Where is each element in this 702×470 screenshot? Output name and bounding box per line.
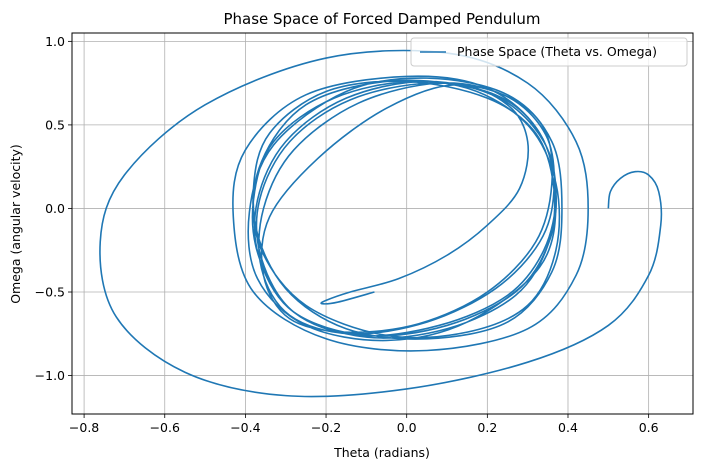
x-ticks: −0.8 −0.6 −0.4 −0.2 0.0 0.2 0.4 0.6 xyxy=(69,414,659,435)
x-tick-label: 0.6 xyxy=(639,420,659,435)
x-tick-label: −0.8 xyxy=(69,420,99,435)
y-tick-label: 1.0 xyxy=(45,34,65,49)
series-layer xyxy=(99,49,663,398)
x-tick-label: 0.4 xyxy=(558,420,578,435)
x-tick-label: 0.2 xyxy=(477,420,497,435)
legend-box xyxy=(410,37,688,67)
legend: Phase Space (Theta vs. Omega) xyxy=(410,37,688,67)
x-tick-label: −0.6 xyxy=(150,420,180,435)
y-tick-label: −0.5 xyxy=(35,285,65,300)
y-ticks: −1.0 −0.5 0.0 0.5 1.0 xyxy=(35,34,72,383)
x-tick-label: −0.4 xyxy=(230,420,260,435)
x-axis-label: Theta (radians) xyxy=(333,445,430,460)
x-tick-label: −0.2 xyxy=(311,420,341,435)
chart-title: Phase Space of Forced Damped Pendulum xyxy=(223,10,540,28)
series-line xyxy=(99,49,663,398)
y-tick-label: −1.0 xyxy=(35,368,65,383)
plot-frame xyxy=(71,32,694,415)
legend-label: Phase Space (Theta vs. Omega) xyxy=(457,44,657,59)
y-axis-label: Omega (angular velocity) xyxy=(8,144,23,304)
y-tick-label: 0.0 xyxy=(45,201,65,216)
x-tick-label: 0.0 xyxy=(397,420,417,435)
y-tick-label: 0.5 xyxy=(45,117,65,132)
